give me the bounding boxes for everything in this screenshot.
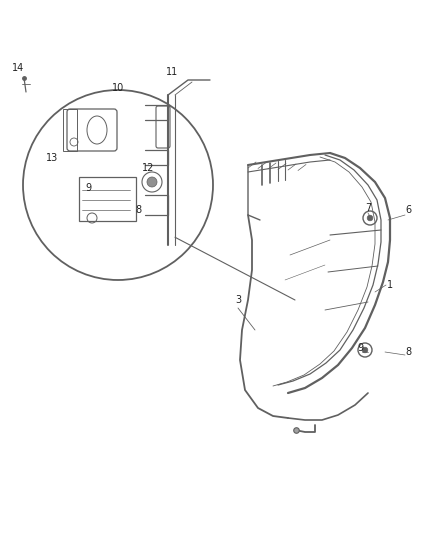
Text: 12: 12 bbox=[142, 163, 154, 173]
Text: 3: 3 bbox=[235, 295, 241, 305]
Text: 13: 13 bbox=[46, 153, 58, 163]
Circle shape bbox=[147, 177, 157, 187]
Text: 9: 9 bbox=[85, 183, 91, 193]
Text: 8: 8 bbox=[135, 205, 141, 215]
Text: 8: 8 bbox=[405, 347, 411, 357]
Text: 14: 14 bbox=[12, 63, 24, 73]
Text: 1: 1 bbox=[387, 280, 393, 290]
Circle shape bbox=[367, 215, 373, 221]
Circle shape bbox=[362, 347, 368, 353]
Text: 10: 10 bbox=[112, 83, 124, 93]
Text: 6: 6 bbox=[405, 205, 411, 215]
Text: 9: 9 bbox=[357, 343, 363, 353]
Text: 7: 7 bbox=[365, 203, 371, 213]
Text: 11: 11 bbox=[166, 67, 178, 77]
